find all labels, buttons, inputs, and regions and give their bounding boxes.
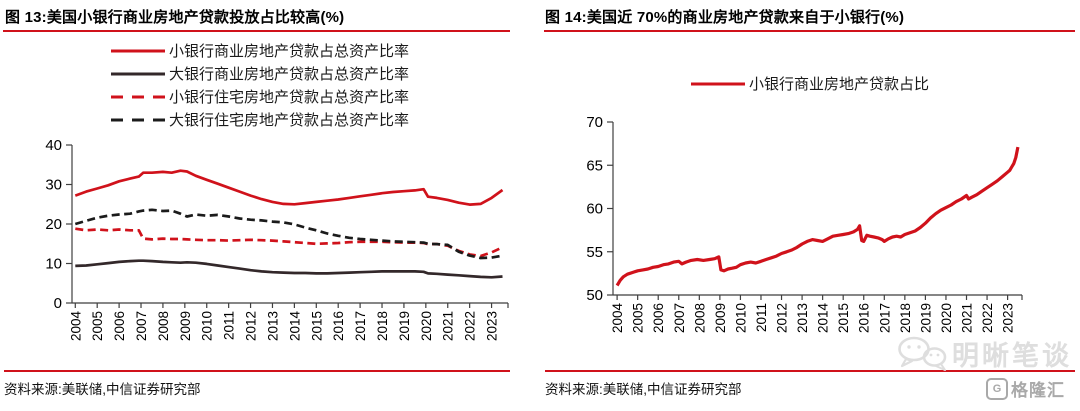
figure-13-title: 图 13:美国小银行商业房地产贷款投放占比较高(%): [5, 9, 345, 26]
x-tick-label: 2022: [980, 303, 995, 333]
series-line: [74, 208, 503, 260]
solid-line-swatch: [110, 72, 165, 75]
x-tick-label: 2017: [353, 311, 368, 341]
y-tick-label: 30: [45, 177, 62, 194]
series-line: [615, 146, 1020, 287]
legend-item: 小银行住宅房地产贷款占总资产比率: [110, 85, 409, 108]
wechat-watermark: 明晰笔谈: [896, 334, 1072, 373]
x-tick-label: 2017: [877, 303, 892, 333]
figure-14-source: 资料来源:美联储,中信证券研究部: [545, 382, 742, 397]
y-tick-label: 0: [54, 295, 62, 312]
figure-14-title-underline: [544, 30, 1075, 32]
y-tick-label: 65: [586, 157, 603, 174]
y-tick-label: 10: [45, 256, 62, 273]
x-tick-label: 2016: [857, 303, 872, 333]
x-tick-label: 2022: [463, 311, 478, 341]
y-tick-label: 60: [586, 201, 603, 218]
legend-label: 大银行商业房地产贷款占总资产比率: [168, 66, 409, 83]
x-tick-label: 2013: [795, 303, 810, 333]
figure-13-source: 资料来源:美联储,中信证券研究部: [4, 382, 201, 397]
x-tick-label: 2010: [733, 303, 748, 333]
legend-label: 小银行商业房地产贷款占总资产比率: [168, 43, 409, 60]
x-tick-label: 2012: [244, 311, 259, 341]
x-tick-label: 2012: [775, 303, 790, 333]
figure-13-title-underline: [3, 30, 510, 32]
series-line: [75, 259, 503, 279]
y-tick-label: 20: [45, 216, 62, 233]
x-tick-label: 2018: [898, 303, 913, 333]
x-tick-label: 2007: [134, 311, 149, 341]
legend-label: 大银行住宅房地产贷款占总资产比率: [168, 112, 409, 129]
x-tick-label: 2008: [156, 311, 171, 341]
y-tick-label: 55: [586, 244, 603, 261]
y-tick-label: 70: [586, 114, 603, 131]
x-tick-label: 2020: [939, 303, 954, 333]
figure-13-chart: 0 10 20 30 40 2004 2005 2006 2007 2008 2009 2010 201…: [45, 137, 509, 342]
x-tick-label: 2004: [610, 303, 625, 334]
dashed-line-swatch: [110, 118, 165, 121]
x-tick-label: 2013: [265, 311, 280, 341]
x-tick-label: 2014: [287, 311, 302, 342]
x-tick-label: 2009: [713, 303, 728, 333]
figure-14-title: 图 14:美国近 70%的商业房地产贷款来自于小银行(%): [545, 9, 905, 26]
y-tick-label: 40: [45, 137, 62, 154]
x-tick-label: 2007: [672, 303, 687, 333]
figure-13-legend: 小银行商业房地产贷款占总资产比率 大银行商业房地产贷款占总资产比率 小银行住宅房地产…: [15, 39, 505, 131]
solid-line-swatch: [690, 82, 745, 85]
x-tick-label: 2020: [419, 311, 434, 341]
x-tick-label: 2010: [200, 311, 215, 341]
series-line: [74, 169, 504, 206]
x-tick-label: 2005: [90, 311, 105, 341]
x-tick-label: 2023: [1001, 303, 1016, 333]
x-tick-label: 2006: [651, 303, 666, 333]
x-tick-label: 2016: [331, 311, 346, 341]
x-tick-label: 2009: [178, 311, 193, 341]
gelonghui-logo-text: 格隆汇: [1011, 381, 1065, 400]
legend-item: 小银行商业房地产贷款占比: [690, 72, 929, 95]
x-tick-label: 2008: [692, 303, 707, 333]
legend-item: 大银行商业房地产贷款占总资产比率: [110, 62, 409, 85]
figure-14-legend: 小银行商业房地产贷款占比: [540, 72, 1080, 95]
y-tick-label: 50: [586, 287, 603, 304]
series-line: [75, 227, 504, 258]
gelonghui-icon: G: [986, 377, 1008, 400]
solid-line-swatch: [110, 49, 165, 52]
x-tick-label: 2021: [960, 303, 975, 333]
x-tick-label: 2014: [816, 303, 831, 334]
x-tick-label: 2019: [397, 311, 412, 341]
x-tick-label: 2015: [309, 311, 324, 341]
gelonghui-logo: G 格隆汇: [986, 376, 1065, 401]
x-tick-label: 2004: [68, 311, 83, 342]
x-tick-label: 2021: [441, 311, 456, 341]
legend-item: 大银行住宅房地产贷款占总资产比率: [110, 108, 409, 131]
legend-label: 小银行住宅房地产贷款占总资产比率: [168, 89, 409, 106]
wechat-icon: [898, 336, 947, 371]
dashed-line-swatch: [110, 95, 165, 98]
x-tick-label: 2023: [485, 311, 500, 341]
watermark-text: 明晰笔谈: [952, 341, 1072, 371]
x-tick-label: 2011: [754, 303, 769, 332]
x-tick-label: 2015: [836, 303, 851, 333]
x-tick-label: 2005: [631, 303, 646, 333]
figure-14-chart: 50 55 60 65 70 2004 2005 2006 2007 2008 2009 2010 20…: [586, 114, 1023, 334]
x-tick-label: 2006: [112, 311, 127, 341]
figure-14-footer-rule: [545, 370, 1075, 372]
x-tick-label: 2011: [222, 311, 237, 340]
x-tick-label: 2019: [918, 303, 933, 333]
legend-item: 小银行商业房地产贷款占总资产比率: [110, 39, 409, 62]
x-tick-label: 2018: [375, 311, 390, 341]
figure-13-footer-rule: [4, 370, 510, 372]
legend-label: 小银行商业房地产贷款占比: [748, 76, 929, 93]
